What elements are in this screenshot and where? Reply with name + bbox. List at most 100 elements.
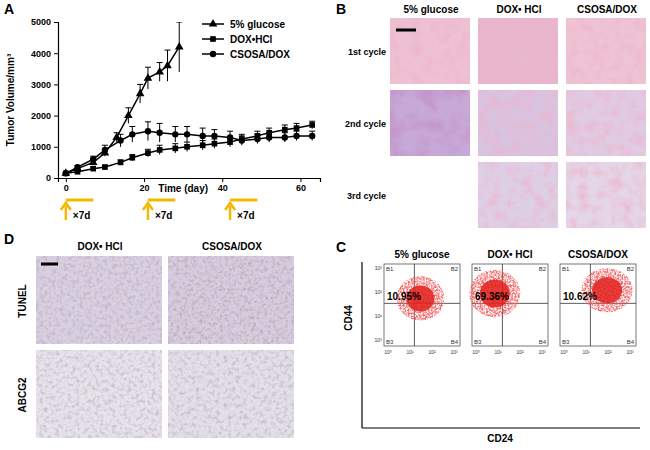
data-point <box>144 73 153 80</box>
image-texture <box>566 162 646 228</box>
tick-label: 10³ <box>375 265 383 271</box>
frame-axis <box>361 262 362 428</box>
tick-label: 40 <box>218 183 228 193</box>
tick: 60 <box>296 178 306 193</box>
error-bar <box>200 128 206 144</box>
data-point <box>309 122 315 128</box>
error-bar-cap <box>239 135 245 136</box>
tick-label: 10² <box>375 289 383 295</box>
event-cloud <box>469 270 520 318</box>
error-bar <box>118 134 124 146</box>
image-base <box>478 18 558 84</box>
tick-label: 60 <box>296 183 306 193</box>
data-point <box>124 111 133 118</box>
error-bar-cap <box>227 131 233 132</box>
data-point <box>172 146 178 152</box>
tick-label: 0 <box>46 173 51 183</box>
tick-label: 10¹ <box>582 349 590 355</box>
image-base <box>390 90 470 156</box>
tick-mark <box>54 22 58 23</box>
plot-title: DOX• HCl <box>487 249 532 260</box>
error-bar-cap <box>200 128 206 129</box>
error-bar <box>309 131 315 140</box>
error-bar-cap <box>145 149 151 150</box>
arrow-head <box>143 203 153 210</box>
data-point <box>184 144 190 150</box>
flow-plot: 5% glucoseB1B2B3B410.95%10⁰10⁰10¹10¹10²1… <box>374 249 460 355</box>
error-bar <box>227 131 233 143</box>
data-point <box>172 131 178 137</box>
tick: 0 <box>64 178 69 193</box>
error-bar-cap <box>145 67 151 68</box>
error-bar-cap <box>184 126 190 127</box>
data-point <box>129 131 135 137</box>
tick-mark <box>54 84 58 85</box>
annotation-label: ×7d <box>73 210 91 221</box>
column-header: CSOSA/DOX <box>577 4 637 15</box>
tick: 0 <box>46 173 58 183</box>
treatment-arrow <box>143 203 153 220</box>
panel-a: 0100020003000400050000204060Time (day)Tu… <box>5 17 321 221</box>
quadrant-label: B3 <box>474 339 482 345</box>
image-texture <box>566 18 646 84</box>
row-label: ABCG2 <box>17 377 28 412</box>
histology-image <box>566 162 646 228</box>
tick-label: 10² <box>428 349 436 355</box>
axis-line <box>59 179 321 183</box>
image-base <box>566 18 646 84</box>
y-axis: 010002000300040005000 <box>31 17 59 183</box>
arrow-shaft <box>65 206 68 220</box>
tick-label: 2000 <box>31 111 51 121</box>
data-point <box>282 127 288 133</box>
data-point <box>90 156 96 162</box>
series-line <box>66 131 312 173</box>
data-point <box>157 147 163 153</box>
image-texture <box>36 256 162 344</box>
tick-mark <box>66 178 67 182</box>
image-base <box>36 350 162 438</box>
image-texture <box>478 18 558 84</box>
tick: 3000 <box>31 80 58 90</box>
series-line <box>66 47 179 173</box>
error-bar <box>145 122 151 141</box>
stain-image <box>168 350 294 438</box>
error-bar-cap <box>129 126 135 127</box>
data-point <box>175 42 184 49</box>
tick-mark <box>54 147 58 148</box>
tick-label: 10¹ <box>406 349 414 355</box>
tick-mark <box>54 116 58 117</box>
data-point <box>266 134 272 140</box>
tick-label: 10⁰ <box>384 349 392 355</box>
data-point <box>63 170 69 176</box>
tick: 40 <box>218 178 228 193</box>
treatment-bar <box>148 199 175 202</box>
series-line <box>66 125 312 173</box>
quadrant-label: B1 <box>474 266 482 272</box>
row-label: TUNEL <box>17 284 28 317</box>
image-base <box>390 18 470 84</box>
tick: 1000 <box>31 142 58 152</box>
x-axis: 0204060 <box>59 178 321 193</box>
tick-label: 0 <box>64 183 69 193</box>
image-texture <box>36 350 162 438</box>
error-bar-cap <box>118 134 124 135</box>
legend-marker <box>209 19 218 26</box>
data-point <box>282 134 288 140</box>
tick-label: 5000 <box>31 17 51 27</box>
error-bar <box>282 133 288 142</box>
arrow-shaft <box>147 206 150 220</box>
image-base <box>168 256 294 344</box>
histology-image <box>478 90 558 156</box>
annotation-label: ×7d <box>237 210 255 221</box>
error-bar-cap <box>176 22 182 23</box>
error-bar-cap <box>282 132 288 133</box>
plot-title: 5% glucose <box>394 249 449 260</box>
tick-mark <box>222 178 223 182</box>
row-label: 3rd cycle <box>347 191 386 201</box>
error-bar <box>172 127 178 143</box>
panel-b: 5% glucoseDOX• HClCSOSA/DOX1st cycle2nd … <box>345 4 646 228</box>
percent-label: 69.36% <box>475 291 509 302</box>
image-texture <box>168 350 294 438</box>
data-point <box>102 147 108 153</box>
tick-label: 1000 <box>31 142 51 152</box>
